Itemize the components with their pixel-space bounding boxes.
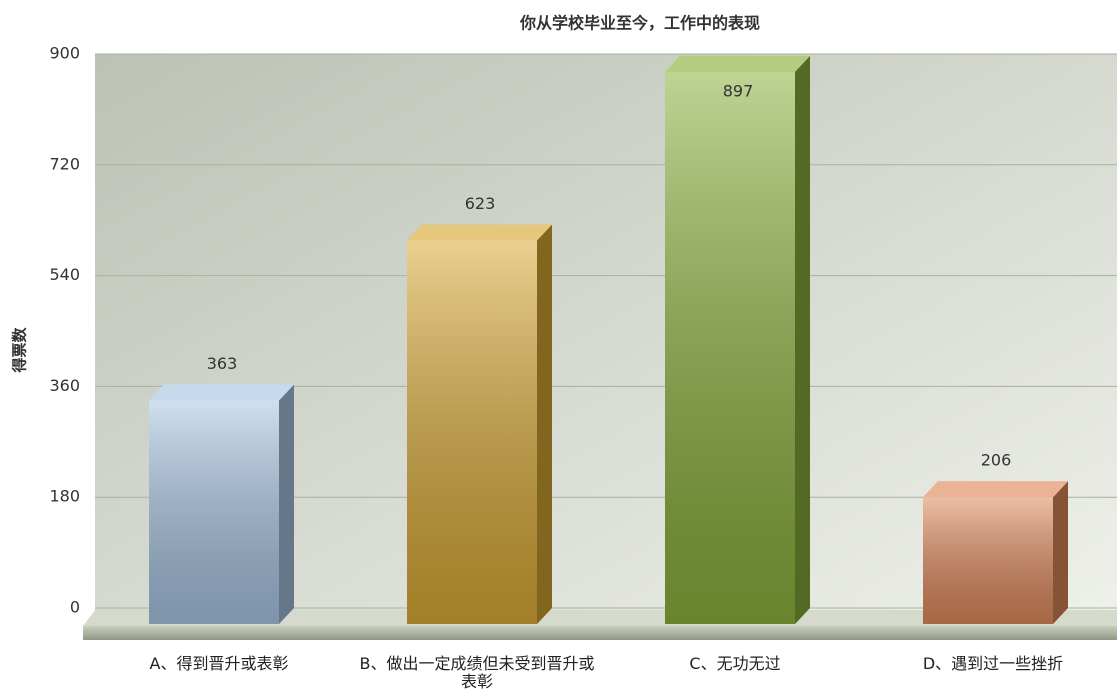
bar-top-shade: [149, 384, 294, 401]
bar-top-shade: [923, 481, 1068, 498]
bar-side: [537, 224, 552, 624]
value-label: 206: [981, 451, 1012, 470]
bar: [149, 384, 294, 624]
y-tick-label: 720: [49, 154, 80, 173]
bar-side-shade: [279, 384, 294, 624]
value-label: 623: [465, 194, 496, 213]
bar-top: [923, 481, 1068, 498]
y-tick-label: 360: [49, 376, 80, 395]
bar: [923, 481, 1068, 624]
bar-top: [149, 384, 294, 401]
bar-top-shade: [407, 224, 552, 241]
bar-front-shade: [149, 400, 279, 624]
bar-front-shade: [407, 240, 537, 624]
bar-front-shade: [665, 71, 795, 624]
y-axis-title: 得票数: [11, 327, 29, 374]
y-tick-label: 180: [49, 487, 80, 506]
bar-side-shade: [795, 55, 810, 624]
floor-top: [83, 610, 1117, 626]
x-tick-label: C、无功无过: [689, 654, 781, 673]
y-tick-label: 900: [49, 44, 80, 63]
bar-side-shade: [1053, 481, 1068, 624]
x-tick-label: B、做出一定成绩但未受到晋升或表彰: [359, 654, 595, 691]
value-label: 897: [723, 81, 754, 100]
floor-front: [83, 626, 1117, 640]
bar-top: [665, 55, 810, 72]
bar-side-shade: [537, 224, 552, 624]
x-tick-label: A、得到晋升或表彰: [149, 654, 289, 673]
bar: [665, 55, 810, 624]
y-tick-label: 0: [70, 598, 80, 617]
bar-front-shade: [923, 497, 1053, 624]
bar: [407, 224, 552, 624]
bar-top-shade: [665, 55, 810, 72]
x-tick-label: D、遇到过一些挫折: [922, 654, 1064, 673]
value-label: 363: [207, 354, 238, 373]
bar-side: [795, 55, 810, 624]
y-tick-label: 540: [49, 265, 80, 284]
chart-title: 你从学校毕业至今，工作中的表现: [519, 14, 760, 33]
bar-top: [407, 224, 552, 241]
bar-side: [1053, 481, 1068, 624]
bar-side: [279, 384, 294, 624]
